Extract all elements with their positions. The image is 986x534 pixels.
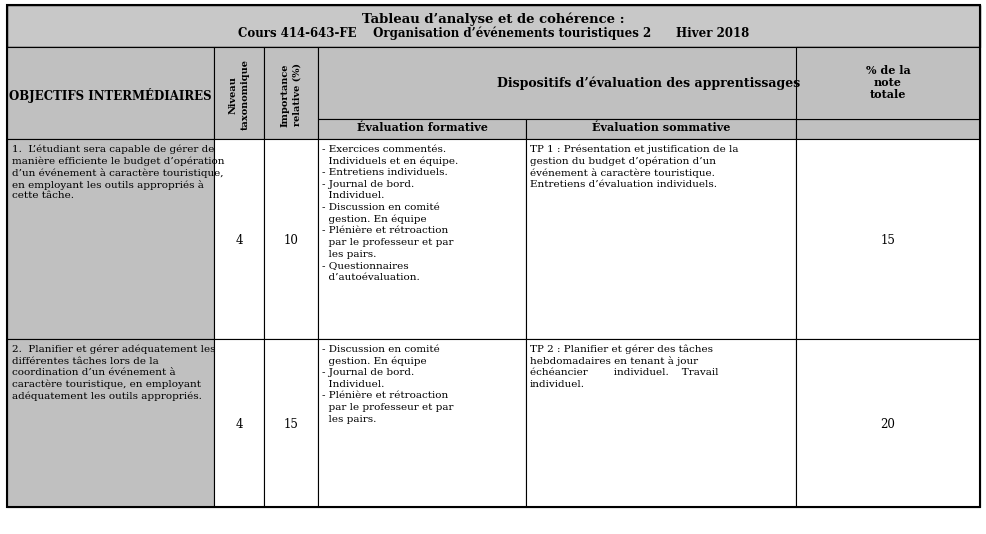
Text: Individuels et en équipe.: Individuels et en équipe. xyxy=(321,156,458,166)
Text: Entretiens d’évaluation individuels.: Entretiens d’évaluation individuels. xyxy=(529,180,716,189)
Bar xyxy=(214,139,263,339)
Text: hebdomadaires en tenant à jour: hebdomadaires en tenant à jour xyxy=(529,357,697,366)
Text: totale: totale xyxy=(869,89,905,100)
Text: gestion. En équipe: gestion. En équipe xyxy=(321,215,426,224)
Text: Cours 414-643-FE    Organisation d’événements touristiques 2      Hiver 2018: Cours 414-643-FE Organisation d’événemen… xyxy=(238,27,748,41)
Text: 4: 4 xyxy=(235,418,243,431)
Bar xyxy=(7,139,214,339)
Text: 4: 4 xyxy=(235,234,243,247)
Text: d’un événement à caractère touristique,: d’un événement à caractère touristique, xyxy=(12,168,223,178)
Bar xyxy=(795,139,979,339)
Text: Importance
relative (%): Importance relative (%) xyxy=(280,63,301,127)
Text: - Discussion en comité: - Discussion en comité xyxy=(321,203,440,212)
Bar xyxy=(526,339,795,507)
Text: TP 2 : Planifier et gérer des tâches: TP 2 : Planifier et gérer des tâches xyxy=(529,345,712,355)
Bar xyxy=(795,119,979,139)
Text: adéquatement les outils appropriés.: adéquatement les outils appropriés. xyxy=(12,391,202,401)
Bar xyxy=(263,47,317,139)
Text: - Plénière et rétroaction: - Plénière et rétroaction xyxy=(321,226,448,235)
Text: 1.  L’étudiant sera capable de gérer de: 1. L’étudiant sera capable de gérer de xyxy=(12,145,214,154)
Text: - Journal de bord.: - Journal de bord. xyxy=(321,180,414,189)
Text: 10: 10 xyxy=(283,234,298,247)
Text: Évaluation sommative: Évaluation sommative xyxy=(592,122,730,133)
Bar xyxy=(7,5,979,47)
Text: par le professeur et par: par le professeur et par xyxy=(321,238,453,247)
Bar xyxy=(795,47,979,119)
Text: les pairs.: les pairs. xyxy=(321,249,376,258)
Text: les pairs.: les pairs. xyxy=(321,415,376,424)
Text: - Questionnaires: - Questionnaires xyxy=(321,261,408,270)
Text: différentes tâches lors de la: différentes tâches lors de la xyxy=(12,357,159,366)
Text: % de la: % de la xyxy=(865,65,909,76)
Text: gestion. En équipe: gestion. En équipe xyxy=(321,357,426,366)
Text: note: note xyxy=(874,77,901,88)
Text: OBJECTIFS INTERMÉDIAIRES: OBJECTIFS INTERMÉDIAIRES xyxy=(9,88,212,103)
Text: événement à caractère touristique.: événement à caractère touristique. xyxy=(529,168,714,178)
Bar xyxy=(317,47,979,119)
Text: caractère touristique, en employant: caractère touristique, en employant xyxy=(12,380,201,389)
Text: Individuel.: Individuel. xyxy=(321,192,384,200)
Text: cette tâche.: cette tâche. xyxy=(12,192,74,200)
Text: 2.  Planifier et gérer adéquatement les: 2. Planifier et gérer adéquatement les xyxy=(12,345,215,355)
Text: en employant les outils appropriés à: en employant les outils appropriés à xyxy=(12,180,204,190)
Bar xyxy=(526,119,795,139)
Text: individuel.: individuel. xyxy=(529,380,585,389)
Text: coordination d’un événement à: coordination d’un événement à xyxy=(12,368,176,377)
Text: 15: 15 xyxy=(283,418,298,431)
Text: - Plénière et rétroaction: - Plénière et rétroaction xyxy=(321,391,448,400)
Text: échéancier        individuel.    Travail: échéancier individuel. Travail xyxy=(529,368,718,377)
Text: par le professeur et par: par le professeur et par xyxy=(321,403,453,412)
Text: - Journal de bord.: - Journal de bord. xyxy=(321,368,414,377)
Text: - Discussion en comité: - Discussion en comité xyxy=(321,345,440,354)
Bar xyxy=(317,139,526,339)
Bar xyxy=(7,47,214,139)
Text: - Exercices commentés.: - Exercices commentés. xyxy=(321,145,446,154)
Text: - Entretiens individuels.: - Entretiens individuels. xyxy=(321,168,448,177)
Text: Tableau d’analyse et de cohérence :: Tableau d’analyse et de cohérence : xyxy=(362,12,624,26)
Text: d’autoévaluation.: d’autoévaluation. xyxy=(321,273,419,282)
Text: TP 1 : Présentation et justification de la: TP 1 : Présentation et justification de … xyxy=(529,145,738,154)
Bar xyxy=(214,339,263,507)
Bar xyxy=(7,339,214,507)
Text: Individuel.: Individuel. xyxy=(321,380,384,389)
Text: gestion du budget d’opération d’un: gestion du budget d’opération d’un xyxy=(529,156,715,166)
Text: Dispositifs d’évaluation des apprentissages: Dispositifs d’évaluation des apprentissa… xyxy=(497,77,800,90)
Bar xyxy=(263,339,317,507)
Bar xyxy=(263,139,317,339)
Bar xyxy=(526,139,795,339)
Text: 15: 15 xyxy=(880,234,894,247)
Bar xyxy=(795,339,979,507)
Text: 20: 20 xyxy=(880,418,894,431)
Text: Niveau
taxonomique: Niveau taxonomique xyxy=(229,59,249,130)
Text: manière efficiente le budget d’opération: manière efficiente le budget d’opération xyxy=(12,156,224,166)
Text: Évaluation formative: Évaluation formative xyxy=(356,122,487,133)
Bar xyxy=(317,119,526,139)
Bar xyxy=(317,339,526,507)
Bar xyxy=(214,47,263,139)
